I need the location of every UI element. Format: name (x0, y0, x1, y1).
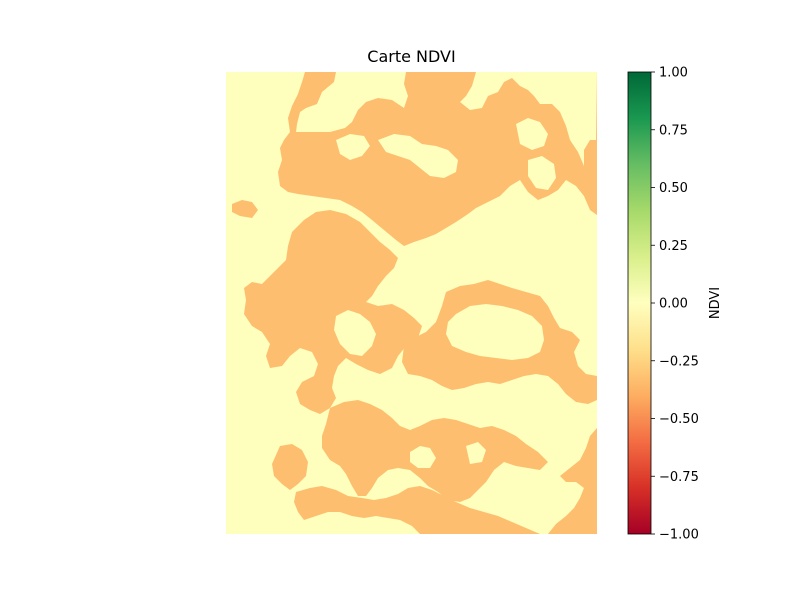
colorbar-tick-label: −1.00 (659, 528, 699, 543)
colorbar-tick-label: 0.25 (659, 239, 688, 254)
chart-title: Carte NDVI (367, 47, 456, 66)
region-bottom-left (272, 444, 308, 490)
neutral-ndvi-patches (334, 118, 556, 468)
colorbar-gradient (627, 71, 652, 535)
patch-3 (516, 118, 548, 150)
patch-7 (410, 446, 436, 468)
colorbar-tick-label: 0.00 (659, 297, 688, 312)
patch-5 (334, 310, 376, 356)
colorbar-tick-label: −0.25 (659, 354, 699, 369)
ndvi-map (226, 72, 597, 534)
region-left-small (232, 200, 258, 218)
patch-2 (378, 134, 458, 178)
patch-4 (528, 156, 556, 190)
colorbar-tick-label: −0.50 (659, 412, 699, 427)
colorbar: 1.00 0.75 0.50 0.25 0.00 −0.25 −0.50 −0.75 −1.00… (627, 66, 723, 543)
region-bottom-center (294, 486, 540, 534)
region-bottom-right (548, 428, 597, 534)
colorbar-label: NDVI (708, 287, 723, 319)
patch-1 (336, 134, 370, 160)
region-lower-left (322, 400, 548, 502)
colorbar-tick-label: 0.50 (659, 181, 688, 196)
colorbar-tick-label: 1.00 (659, 66, 688, 81)
negative-ndvi-regions (232, 72, 597, 534)
patch-8 (466, 442, 486, 464)
region-center-left (244, 210, 422, 414)
patch-6 (446, 304, 544, 360)
colorbar-tick-label: 0.75 (659, 123, 688, 138)
colorbar-ticks: 1.00 0.75 0.50 0.25 0.00 −0.25 −0.50 −0.75 −1.00 (651, 66, 699, 543)
colorbar-tick-label: −0.75 (659, 470, 699, 485)
